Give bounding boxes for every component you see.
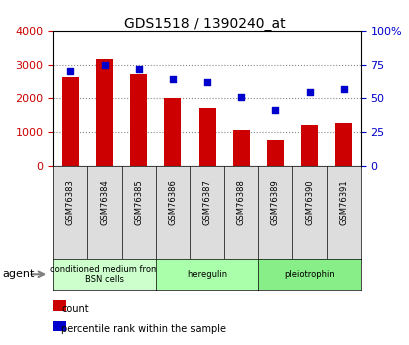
Bar	[300, 125, 317, 166]
Bar	[96, 59, 113, 166]
Text: GSM76391: GSM76391	[338, 179, 347, 225]
Bar	[232, 130, 249, 166]
Bar	[164, 98, 181, 166]
Text: GSM76383: GSM76383	[66, 179, 75, 225]
Text: GDS1518 / 1390240_at: GDS1518 / 1390240_at	[124, 17, 285, 31]
Text: GSM76385: GSM76385	[134, 179, 143, 225]
Point	[272, 108, 278, 113]
Text: GSM76387: GSM76387	[202, 179, 211, 225]
Text: GSM76388: GSM76388	[236, 179, 245, 225]
Text: GSM76389: GSM76389	[270, 179, 279, 225]
Point	[169, 77, 176, 82]
Bar	[62, 78, 79, 166]
Point	[67, 69, 74, 74]
Point	[101, 62, 108, 68]
Bar	[130, 74, 147, 166]
Bar	[266, 140, 283, 166]
Text: conditioned medium from
BSN cells: conditioned medium from BSN cells	[50, 265, 159, 284]
Bar	[334, 123, 351, 166]
Point	[135, 66, 142, 71]
Point	[339, 86, 346, 92]
Point	[237, 94, 244, 100]
Text: GSM76384: GSM76384	[100, 179, 109, 225]
Text: agent: agent	[2, 269, 34, 279]
Text: GSM76390: GSM76390	[304, 179, 313, 225]
Point	[306, 89, 312, 94]
Text: percentile rank within the sample: percentile rank within the sample	[61, 324, 226, 334]
Text: heregulin: heregulin	[187, 270, 227, 279]
Text: count: count	[61, 304, 89, 314]
Point	[203, 79, 210, 85]
Bar	[198, 108, 215, 166]
Text: pleiotrophin: pleiotrophin	[283, 270, 334, 279]
Text: GSM76386: GSM76386	[168, 179, 177, 225]
